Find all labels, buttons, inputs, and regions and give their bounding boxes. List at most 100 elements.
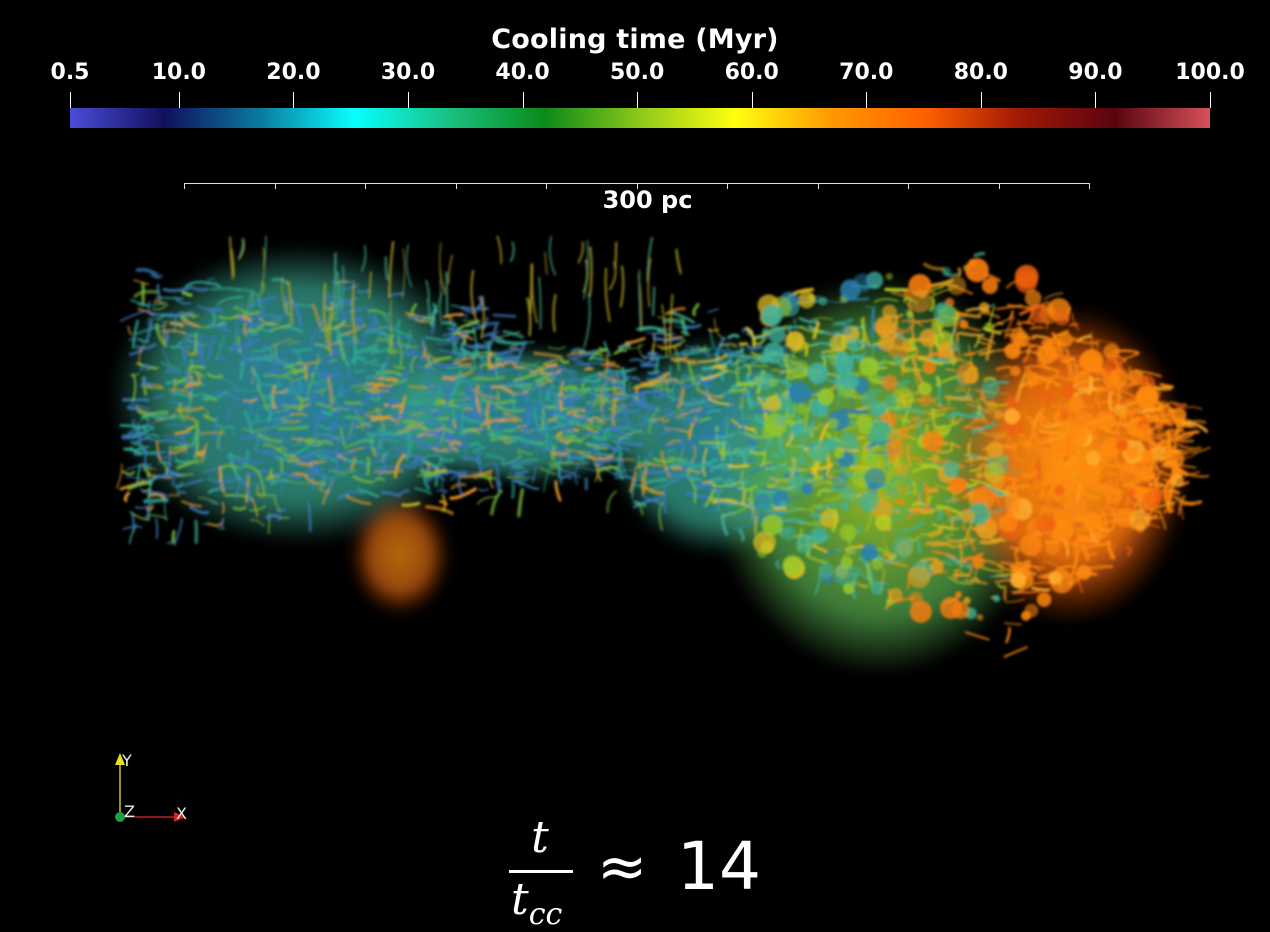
gas-clump [879,335,896,352]
colorbar-tick-label: 80.0 [954,60,1008,85]
gas-clump [967,491,973,497]
turbulent-filament [513,485,514,497]
scale-bar-tick [184,183,185,189]
turbulent-filament [594,458,602,459]
turbulent-filament [308,467,309,478]
turbulent-filament [348,371,349,377]
turbulent-filament [487,403,489,428]
turbulent-filament [196,521,197,542]
gas-clump [932,454,940,462]
gas-clump [858,491,879,512]
colorbar-tick-label: 20.0 [266,60,320,85]
gas-clump [955,591,962,598]
turbulent-filament [173,532,174,542]
gas-clump [1010,572,1026,588]
scale-bar-tick [637,183,638,189]
gas-clump [819,297,828,306]
gas-clump [1168,407,1175,414]
gas-clump [788,382,810,404]
turbulent-filament [748,366,750,375]
turbulent-filament [125,493,128,500]
gas-clump [886,273,893,280]
gas-clump [870,374,881,385]
turbulent-filament [427,407,434,409]
turbulent-filament [422,340,423,349]
turbulent-filament [573,349,584,351]
turbulent-filament [359,291,370,292]
gas-clump [797,403,808,414]
gas-clump [801,484,811,494]
gas-clump [818,563,834,579]
turbulent-filament [1007,628,1010,642]
scale-bar-tick [999,183,1000,189]
colorbar-tick-label: 40.0 [495,60,549,85]
turbulent-filament [273,359,281,360]
colorbar [70,108,1210,128]
gas-streamer [653,287,654,316]
turbulent-filament [150,515,167,519]
gas-clump [909,592,923,606]
turbulent-filament [1078,489,1085,491]
ratio-value: 14 [677,828,761,905]
turbulent-filament [615,350,626,353]
turbulent-filament [359,318,361,328]
gas-clump [888,588,903,603]
colorbar-tick-label: 0.5 [51,60,90,85]
turbulent-filament [802,437,804,461]
gas-clump [1025,604,1039,618]
gas-clump [872,559,883,570]
time-ratio-formula: t tcc ≈ 14 [505,810,825,930]
gas-clump [1045,541,1059,555]
turbulent-filament [220,438,221,451]
gas-clump [948,478,965,495]
turbulent-filament [283,406,300,407]
turbulent-filament [993,324,1003,328]
turbulent-filament [494,315,515,316]
gas-clump [861,451,879,469]
turbulent-filament [129,483,150,489]
turbulent-filament [517,471,527,473]
gas-clump [1097,443,1115,461]
gas-clump [786,405,796,415]
gas-clump [961,509,974,522]
gas-clump [922,430,944,452]
scale-bar-tick [546,183,547,189]
gas-clump [1151,413,1161,423]
gas-clump [754,494,772,512]
colorbar-tick-mark [1210,92,1211,108]
colorbar-title: Cooling time (Myr) [0,24,1270,55]
gas-clump [979,302,990,313]
fraction-numerator: t [505,812,575,863]
turbulent-filament [478,298,481,308]
turbulent-filament [1005,623,1022,624]
gas-clump [762,515,783,536]
gas-clump [757,548,767,558]
turbulent-filament [646,472,672,473]
gas-clump [933,302,954,323]
turbulent-filament [531,401,555,402]
scale-bar-tick [818,183,819,189]
gas-clump [1020,534,1042,556]
turbulent-filament [145,383,151,385]
turbulent-filament [546,365,556,366]
turbulent-filament [368,458,369,474]
gas-clump [1127,481,1134,488]
turbulent-filament [1184,407,1201,409]
turbulent-filament [208,309,221,311]
gas-clump [1026,374,1038,386]
fraction-bar [509,870,573,873]
turbulent-filament [404,422,416,423]
turbulent-filament [932,545,948,546]
gas-clump [1116,439,1128,451]
colorbar-tick-label: 60.0 [725,60,779,85]
turbulent-filament [367,377,375,378]
turbulent-filament [603,406,604,421]
turbulent-filament [145,500,167,501]
gas-clump [990,476,1004,490]
gas-clump [965,258,989,282]
gas-clump [1010,328,1027,345]
gas-clump [945,508,952,515]
turbulent-filament [585,369,592,370]
turbulent-filament [872,310,873,336]
gas-clump [893,355,904,366]
